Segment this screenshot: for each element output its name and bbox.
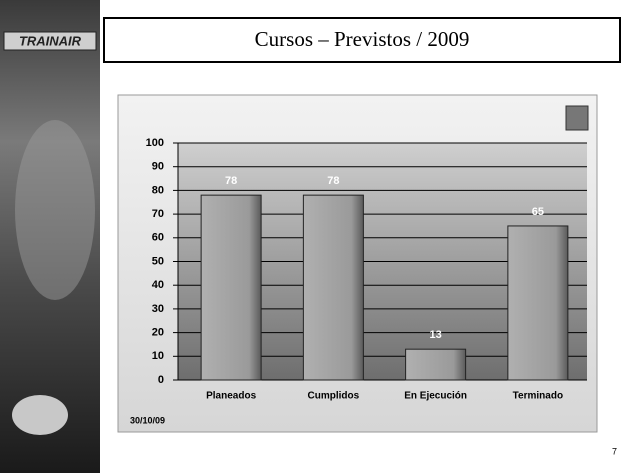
- x-tick-label: En Ejecución: [404, 391, 467, 402]
- x-tick-label: Planeados: [206, 391, 256, 402]
- y-tick-label: 60: [152, 232, 164, 244]
- value-label: 78: [327, 175, 339, 187]
- logo: TRAINAIR: [19, 33, 82, 48]
- chart: 0 10 20 30 40 50 60 70 80 90 100 Planeados 78 Cumplid…: [146, 137, 587, 402]
- x-tick-label: Terminado: [513, 391, 563, 402]
- bar: [200, 194, 262, 381]
- title-box: [103, 17, 621, 63]
- sidebar-image: [15, 120, 95, 300]
- y-tick-label: 70: [152, 208, 164, 220]
- date: 30/10/09: [130, 415, 165, 425]
- page-number: 7: [612, 446, 617, 456]
- y-tick-label: 80: [152, 184, 164, 196]
- value-label: 13: [430, 329, 442, 341]
- y-tick-label: 90: [152, 161, 164, 173]
- logo-box: [3, 31, 97, 51]
- y-tick-label: 50: [152, 255, 164, 267]
- bar: [302, 194, 364, 381]
- badge: [565, 105, 589, 131]
- x-tick-label: Cumplidos: [308, 391, 360, 402]
- bar: [405, 348, 467, 381]
- y-tick-label: 20: [152, 327, 164, 339]
- value-label: 78: [225, 175, 237, 187]
- slide-title: Cursos – Previstos / 2009: [255, 27, 470, 51]
- y-tick-label: 40: [152, 279, 164, 291]
- y-tick-label: 10: [152, 350, 164, 362]
- flag-image: [12, 395, 68, 435]
- y-tick-label: 100: [146, 137, 164, 149]
- bar: [507, 225, 569, 381]
- value-label: 65: [532, 206, 544, 218]
- y-tick-label: 0: [158, 374, 164, 386]
- y-tick-label: 30: [152, 303, 164, 315]
